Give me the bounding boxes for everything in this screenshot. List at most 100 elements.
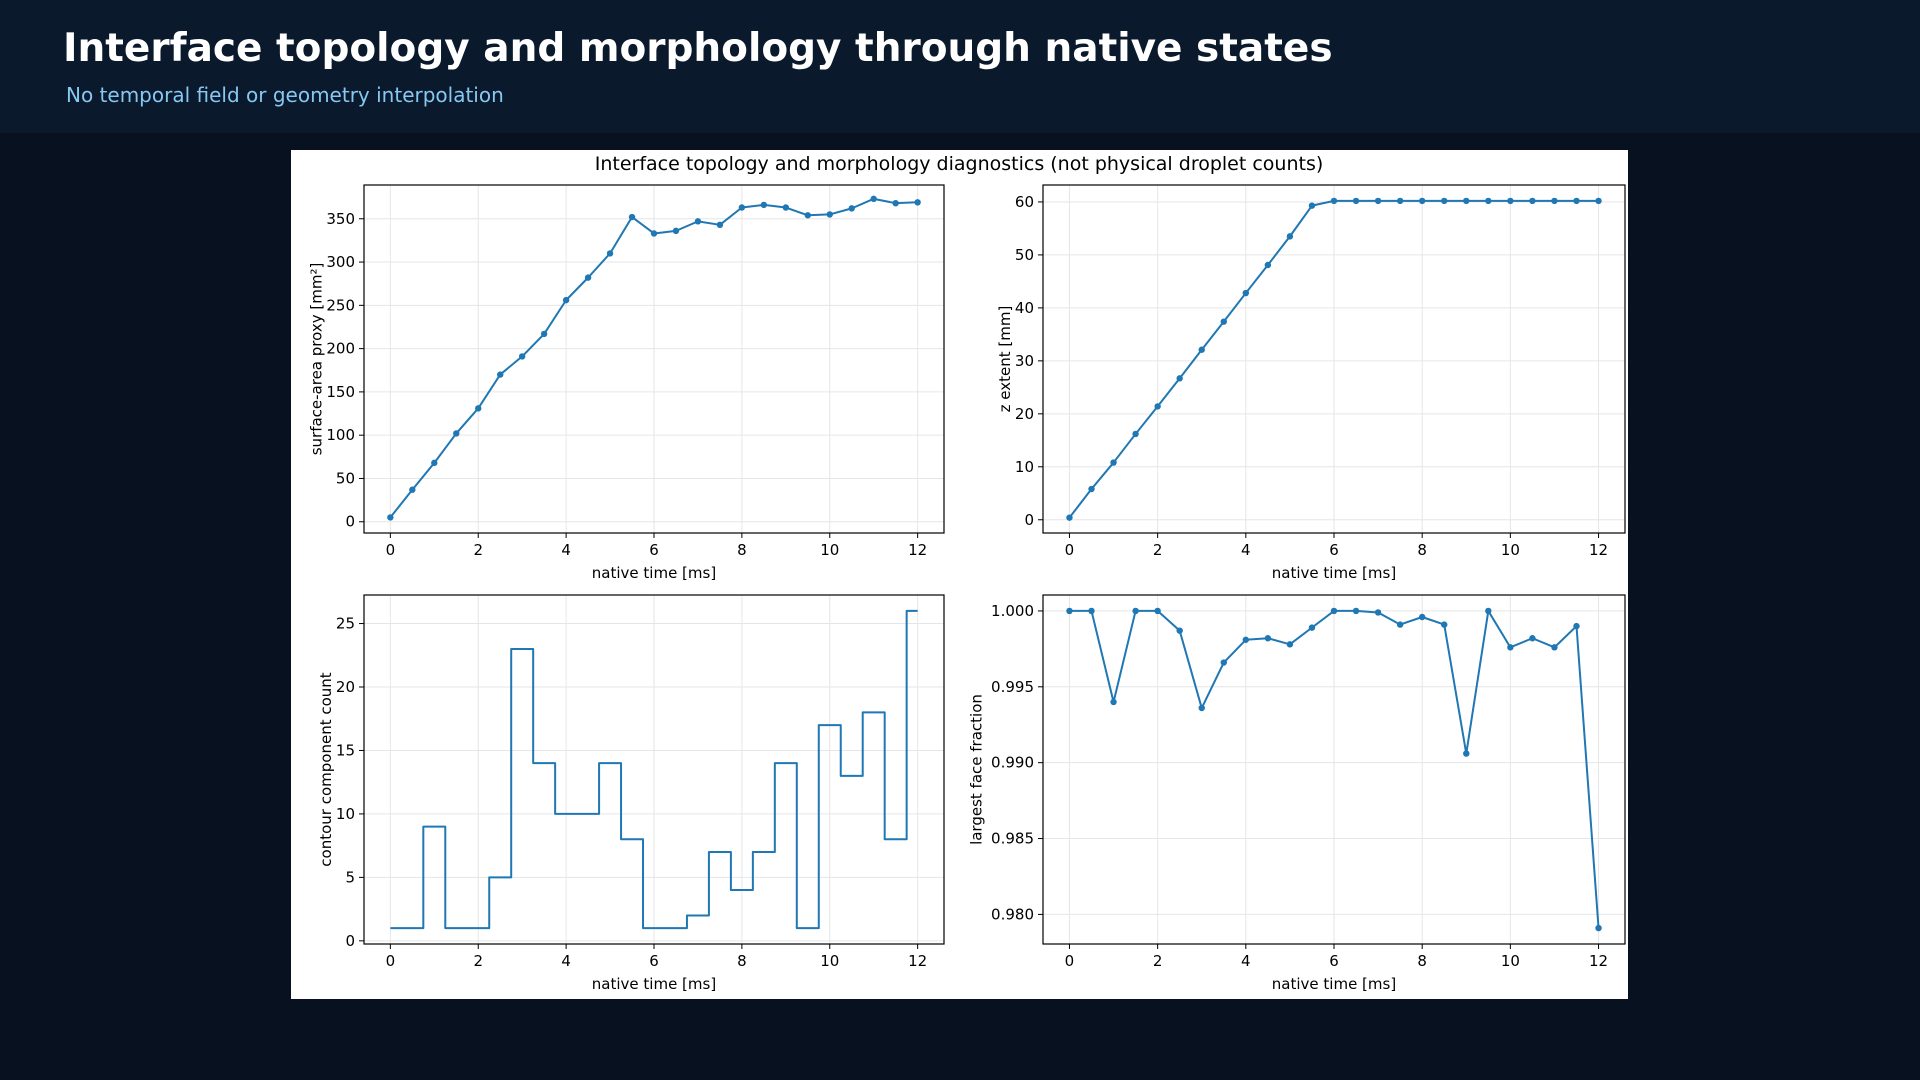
surface-area-x-tick-label-6: 12 — [908, 541, 927, 559]
z-extent-y-axis-label: z extent [mm] — [996, 306, 1014, 413]
z-extent-data-point-11 — [1308, 202, 1316, 209]
z-extent-data-point-3 — [1132, 430, 1139, 438]
contour-count-x-axis-label: native time [ms] — [592, 975, 716, 993]
face-fraction-data-point-17 — [1441, 621, 1448, 628]
contour-count-y-tick-label-2: 10 — [336, 805, 355, 823]
surface-area-data-point-15 — [716, 221, 724, 229]
face-fraction-data-point-5 — [1176, 627, 1183, 634]
z-extent-data-point-15 — [1396, 197, 1404, 205]
contour-count-y-tick-label-1: 5 — [345, 868, 355, 886]
surface-area-x-axis-label: native time [ms] — [592, 564, 716, 582]
z-extent-data-point-18 — [1463, 197, 1470, 205]
surface-area-data-point-23 — [892, 199, 899, 207]
face-fraction-y-tick-label-4: 1.000 — [991, 602, 1034, 620]
z-extent-x-tick-label-6: 12 — [1589, 541, 1608, 559]
face-fraction-y-tick-label-3: 0.995 — [991, 678, 1034, 696]
contour-count-x-tick-label-2: 4 — [561, 952, 571, 970]
surface-area-y-tick-label-6: 300 — [326, 253, 355, 271]
z-extent-data-point-5 — [1176, 375, 1183, 382]
z-extent-data-point-21 — [1529, 197, 1536, 205]
page-header: Interface topology and morphology throug… — [0, 0, 1920, 133]
surface-area-y-tick-label-4: 200 — [326, 340, 355, 358]
z-extent-x-tick-label-2: 4 — [1241, 541, 1251, 559]
surface-area-data-point-10 — [606, 250, 614, 257]
page-subtitle: No temporal field or geometry interpolat… — [66, 83, 504, 107]
z-extent-data-point-24 — [1595, 197, 1602, 205]
face-fraction-data-point-21 — [1529, 635, 1536, 642]
surface-area-data-point-5 — [497, 371, 504, 378]
contour-count-y-axis-label: contour component count — [317, 672, 335, 866]
z-extent-x-tick-label-5: 10 — [1501, 541, 1520, 559]
face-fraction-y-tick-label-2: 0.990 — [991, 754, 1034, 772]
figure-panel: Interface topology and morphology diagno… — [291, 150, 1628, 999]
surface-area-data-point-22 — [870, 195, 877, 203]
surface-area-data-point-0 — [387, 514, 394, 521]
z-extent-y-tick-label-0: 0 — [1024, 511, 1034, 529]
largest-face-fraction-subplot: 0 2 4 6 8 10 12 0.980 0.985 0.990 0.995 1.000 native… — [968, 594, 1626, 993]
surface-area-x-tick-label-5: 10 — [820, 541, 839, 559]
surface-area-y-tick-label-1: 50 — [336, 469, 355, 487]
face-fraction-data-point-3 — [1132, 607, 1139, 615]
contour-count-x-tick-label-0: 0 — [386, 952, 396, 970]
face-fraction-x-tick-label-0: 0 — [1065, 952, 1075, 970]
face-fraction-y-tick-label-0: 0.980 — [991, 905, 1034, 923]
face-fraction-data-point-10 — [1286, 641, 1294, 648]
surface-area-subplot: 0 2 4 6 8 10 12 0 50 100 150 200 250 300 350 native tim… — [308, 184, 945, 582]
surface-area-data-point-9 — [584, 274, 592, 281]
surface-area-data-point-7 — [540, 330, 548, 338]
z-extent-data-point-8 — [1242, 289, 1250, 297]
z-extent-subplot: 0 2 4 6 8 10 12 0 10 20 30 40 50 60 native time [ms] z … — [996, 184, 1626, 582]
figure-canvas: Interface topology and morphology diagno… — [308, 153, 1626, 993]
contour-count-y-tick-label-5: 25 — [336, 615, 355, 633]
surface-area-y-tick-label-5: 250 — [326, 296, 355, 314]
contour-count-x-tick-label-4: 8 — [737, 952, 747, 970]
contour-count-series-line — [390, 609, 918, 930]
surface-area-data-point-2 — [431, 459, 438, 467]
face-fraction-y-tick-label-1: 0.985 — [991, 830, 1034, 848]
z-extent-data-point-12 — [1330, 197, 1338, 205]
z-extent-data-point-23 — [1573, 197, 1580, 205]
face-fraction-data-point-9 — [1264, 635, 1272, 642]
z-extent-y-tick-label-4: 40 — [1015, 299, 1034, 317]
z-extent-data-point-16 — [1418, 197, 1426, 205]
face-fraction-data-point-19 — [1485, 607, 1492, 615]
surface-area-y-tick-label-3: 150 — [326, 383, 355, 401]
figure-suptitle: Interface topology and morphology diagno… — [595, 153, 1324, 175]
surface-area-data-point-20 — [826, 211, 833, 218]
surface-area-data-point-19 — [804, 212, 811, 219]
z-extent-y-tick-label-6: 60 — [1015, 193, 1034, 211]
surface-area-data-point-6 — [518, 353, 526, 360]
z-extent-y-tick-label-5: 50 — [1015, 246, 1034, 264]
contour-count-x-tick-label-3: 6 — [649, 952, 659, 970]
face-fraction-data-point-18 — [1463, 750, 1470, 757]
face-fraction-x-tick-label-1: 2 — [1153, 952, 1163, 970]
surface-area-data-point-16 — [738, 204, 746, 211]
face-fraction-data-point-12 — [1330, 607, 1338, 615]
z-extent-data-point-7 — [1220, 318, 1227, 325]
contour-count-x-tick-label-1: 2 — [473, 952, 483, 970]
surface-area-data-point-17 — [760, 201, 768, 209]
surface-area-data-point-4 — [475, 405, 482, 412]
surface-area-data-point-8 — [562, 296, 570, 304]
z-extent-data-point-10 — [1286, 233, 1294, 240]
surface-area-x-tick-label-3: 6 — [649, 541, 659, 559]
contour-component-subplot: 0 2 4 6 8 10 12 0 5 10 15 20 25 native time [ms] conto… — [317, 594, 945, 993]
z-extent-data-point-20 — [1507, 197, 1514, 205]
contour-count-x-tick-label-6: 12 — [908, 952, 927, 970]
z-extent-data-point-1 — [1088, 485, 1095, 493]
face-fraction-data-point-2 — [1110, 698, 1117, 706]
face-fraction-data-point-0 — [1066, 607, 1073, 615]
face-fraction-data-point-23 — [1573, 622, 1580, 630]
surface-area-data-point-24 — [914, 199, 921, 206]
surface-area-data-point-12 — [650, 230, 658, 237]
surface-area-x-tick-label-1: 2 — [473, 541, 483, 559]
contour-count-y-tick-label-4: 20 — [336, 678, 355, 696]
z-extent-data-point-2 — [1110, 459, 1117, 466]
face-fraction-x-tick-label-6: 12 — [1589, 952, 1608, 970]
surface-area-data-point-21 — [848, 205, 855, 212]
face-fraction-data-point-14 — [1374, 609, 1382, 616]
face-fraction-data-point-4 — [1154, 607, 1161, 615]
face-fraction-data-point-6 — [1198, 704, 1205, 712]
z-extent-data-point-14 — [1374, 197, 1382, 205]
contour-count-y-tick-label-3: 15 — [336, 741, 355, 759]
